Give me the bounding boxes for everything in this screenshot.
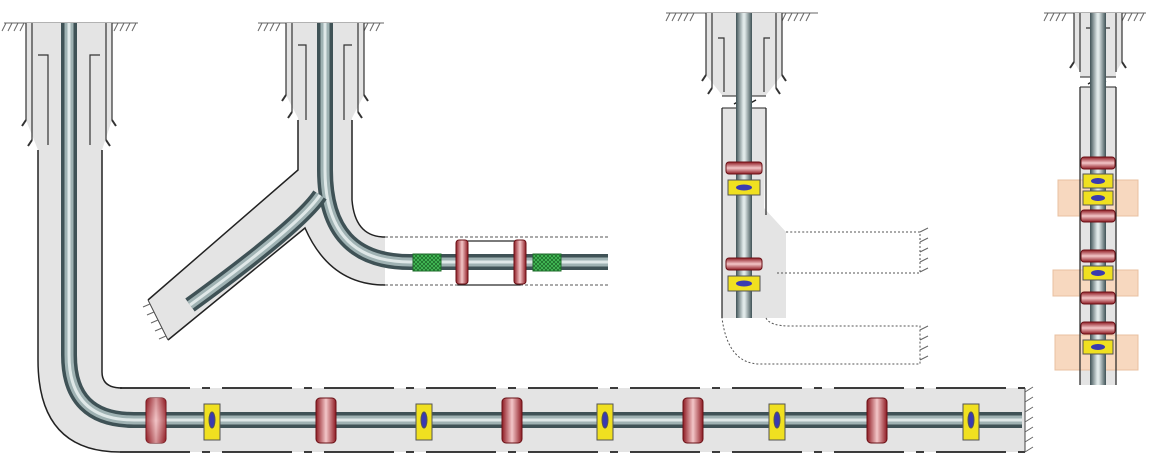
packer-icon: [145, 397, 167, 444]
screen-sleeve-icon: [412, 253, 442, 272]
centralizer-icon: [1082, 339, 1114, 355]
packer-icon: [1080, 321, 1116, 335]
packer-icon: [866, 397, 888, 444]
main-branch-pipe: [317, 23, 608, 270]
vertical-lateral-panel: [665, 12, 929, 365]
packer-icon: [315, 397, 337, 444]
l-well-panel: [1, 22, 1034, 453]
centralizer-icon: [203, 403, 221, 441]
centralizer-icon: [962, 403, 980, 441]
packer-icon: [501, 397, 523, 444]
packer-icon: [1080, 291, 1116, 305]
vertical-formation-panel: [1043, 12, 1146, 385]
packer-icon: [513, 239, 527, 285]
centralizer-icon: [727, 179, 761, 196]
y-branch-panel: [142, 22, 608, 341]
centralizer-icon: [727, 275, 761, 292]
packer-icon: [725, 257, 763, 271]
production-pipe: [61, 23, 1022, 428]
wellbore-annulus: [26, 23, 1025, 452]
screen-sleeve-icon: [532, 253, 562, 272]
packer-icon: [1080, 156, 1116, 170]
packer-icon: [682, 397, 704, 444]
l-well-centralizers: [203, 403, 980, 441]
centralizer-icon: [1082, 265, 1114, 281]
packer-icon: [455, 239, 469, 285]
centralizer-icon: [1082, 173, 1114, 189]
packer-icon: [725, 161, 763, 175]
packer-icon: [1080, 209, 1116, 223]
centralizer-icon: [415, 403, 433, 441]
centralizer-icon: [1082, 190, 1114, 206]
wellbore-annulus: [148, 23, 385, 340]
packer-icon: [1080, 249, 1116, 263]
centralizer-icon: [768, 403, 786, 441]
centralizer-icon: [596, 403, 614, 441]
l-well-packers: [145, 397, 888, 444]
